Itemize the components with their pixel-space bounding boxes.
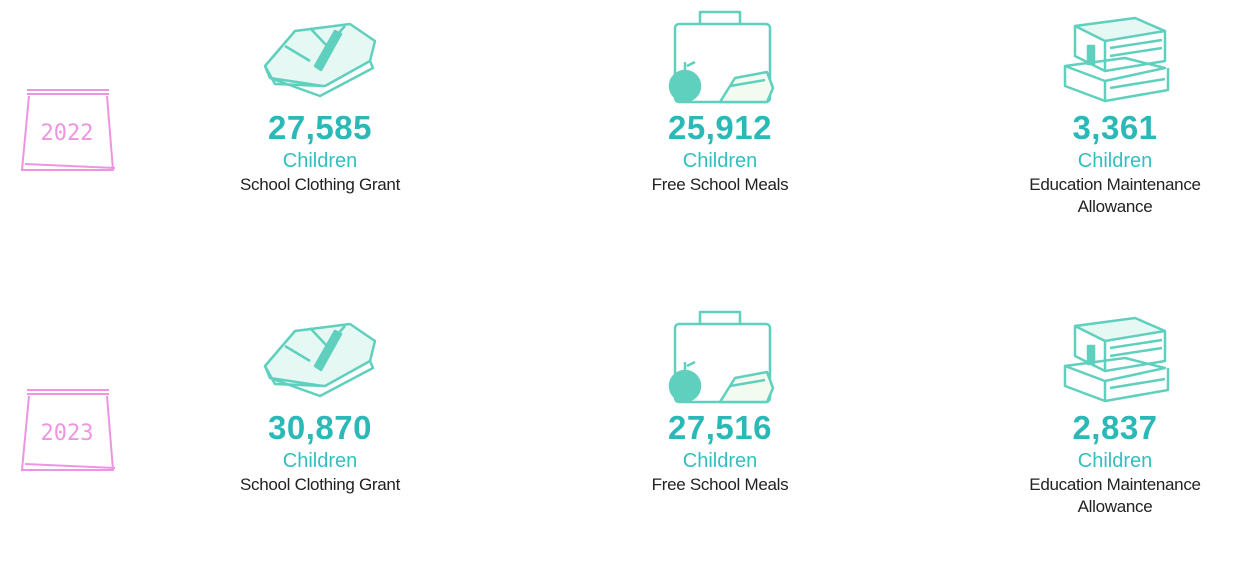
stat-label: School Clothing Grant: [239, 175, 400, 194]
stat: 27,585 Children School Clothing Grant: [180, 6, 460, 196]
stat-label: Education Maintenance Allowance: [1029, 175, 1201, 216]
stat-label: Education Maintenance Allowance: [1029, 475, 1201, 516]
stat-value: 2,837: [1072, 409, 1158, 446]
stat-label: School Clothing Grant: [239, 475, 400, 494]
stat: 2,837 Children Education Maintenance Allow…: [975, 306, 1255, 518]
stat-label: Free School Meals: [651, 175, 789, 194]
calendar: 2023: [17, 382, 117, 482]
lunchbox-icon: [668, 310, 775, 404]
lunchbox-icon: [668, 10, 775, 104]
year: 2022: [41, 121, 94, 146]
stat-value: 27,516: [668, 409, 772, 446]
stat-unit: Children: [282, 150, 358, 172]
stat-value: 30,870: [268, 409, 372, 446]
books-icon: [1063, 16, 1170, 103]
stat: 30,870 Children School Clothing Grant: [180, 306, 460, 496]
stat: 3,361 Children Education Maintenance Allow…: [975, 6, 1255, 218]
books-icon: [1063, 316, 1170, 403]
stat-value: 27,585: [268, 109, 372, 146]
calendar: 2022: [17, 82, 117, 182]
stat-value: 25,912: [668, 109, 772, 146]
clothing-icon: [263, 22, 377, 98]
stat: 25,912 Children Free School Meals: [580, 6, 860, 196]
stat: 27,516 Children Free School Meals: [580, 306, 860, 496]
stat-value: 3,361: [1072, 109, 1158, 146]
year: 2023: [41, 421, 94, 446]
stat-label: Free School Meals: [651, 475, 789, 494]
stat-unit: Children: [282, 450, 358, 472]
stat-unit: Children: [1077, 450, 1153, 472]
stat-unit: Children: [1077, 150, 1153, 172]
clothing-icon: [263, 322, 377, 398]
stat-unit: Children: [682, 450, 758, 472]
stat-unit: Children: [682, 150, 758, 172]
